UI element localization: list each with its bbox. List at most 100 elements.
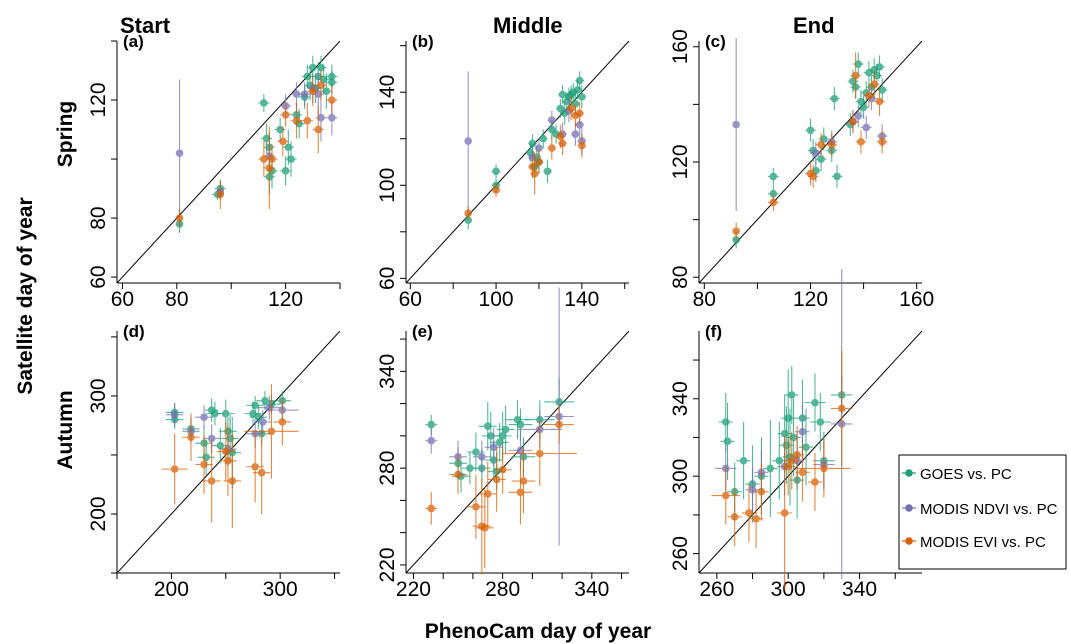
point-marker [558, 139, 567, 148]
data-point [484, 427, 503, 467]
point-marker [483, 490, 492, 498]
point-marker [752, 514, 760, 523]
y-tick-label: 260 [669, 536, 692, 571]
data-point [472, 440, 491, 473]
y-axis-label: Satellite day of year [14, 197, 37, 394]
data-point [175, 209, 184, 227]
panel-label: (c) [705, 32, 726, 51]
legend: GOES vs. PC MODIS NDVI vs. PC MODIS EVI … [898, 454, 1067, 570]
point-marker [854, 112, 863, 120]
panel-label: (b) [412, 32, 434, 51]
point-marker [268, 155, 276, 163]
data-point [855, 130, 867, 154]
data-point [464, 206, 472, 221]
point-marker [878, 86, 886, 94]
point-marker [732, 227, 740, 235]
one-to-one-group [117, 41, 340, 283]
point-marker [175, 214, 184, 222]
data-point [530, 152, 539, 195]
panel-a: 60 80 120 60 80 120 (a) [87, 32, 341, 311]
point-marker [530, 169, 539, 178]
data-point [299, 82, 311, 106]
y-tick-label: 100 [376, 168, 399, 203]
point-marker [278, 418, 287, 426]
point-marker [480, 524, 489, 532]
legend-entry-ndvi: MODIS NDVI vs. PC [902, 501, 1058, 518]
data-point [781, 437, 796, 496]
data-point [797, 439, 851, 498]
point-marker [809, 172, 817, 181]
point-marker [787, 391, 796, 399]
point-marker [875, 63, 884, 71]
series-evi [732, 52, 888, 240]
point-marker [769, 198, 778, 207]
point-marker [817, 140, 825, 149]
y-tick-label: 120 [669, 144, 692, 179]
point-marker [284, 143, 293, 152]
point-marker [857, 138, 865, 146]
data-point [829, 87, 840, 111]
point-marker [492, 186, 500, 194]
point-marker [216, 441, 225, 450]
panel-d: 200 300 200 300 (d) [87, 322, 340, 601]
data-point [745, 466, 760, 513]
legend-label: GOES vs. PC [920, 466, 1012, 483]
point-marker [793, 451, 801, 459]
data-point [161, 433, 188, 505]
data-point [850, 52, 861, 99]
data-point [736, 421, 751, 500]
series-evi [425, 405, 577, 575]
point-marker [730, 513, 739, 521]
x-tick-label: 160 [899, 288, 934, 311]
one-to-one-group [699, 41, 922, 283]
data-point [182, 413, 200, 461]
point-marker [723, 437, 732, 446]
point-marker [328, 96, 336, 104]
point-marker [317, 63, 325, 72]
data-point [301, 102, 313, 139]
data-point [858, 95, 869, 119]
data-point [320, 73, 332, 109]
data-point [285, 141, 297, 177]
data-point [256, 391, 274, 411]
series-evi [161, 384, 299, 529]
point-marker [489, 443, 498, 451]
point-marker [187, 433, 195, 442]
legend-box [898, 454, 1067, 570]
point-marker [806, 126, 815, 135]
y-tick-label: 120 [87, 83, 110, 118]
point-marker [501, 425, 510, 434]
point-marker [575, 109, 584, 117]
series-goes [425, 377, 574, 493]
point-marker [830, 94, 839, 103]
y-tick-label: 140 [376, 75, 399, 110]
data-point [491, 164, 501, 179]
data-point [741, 483, 757, 543]
point-marker [548, 116, 556, 124]
data-point [558, 85, 567, 104]
point-marker [784, 414, 792, 422]
point-marker [857, 97, 865, 106]
point-marker [483, 422, 492, 430]
point-marker [317, 113, 325, 122]
point-marker [536, 449, 544, 458]
point-marker [216, 190, 225, 199]
data-point [784, 365, 799, 424]
y-tick-label: 300 [87, 378, 110, 413]
point-marker [464, 209, 472, 217]
data-point [852, 104, 864, 128]
point-marker [567, 104, 575, 113]
point-marker [748, 485, 757, 494]
point-marker [548, 144, 556, 152]
data-point [165, 403, 184, 427]
panel-e: 220 280 340 220 280 340 (e) [376, 287, 629, 601]
data-point [727, 487, 742, 546]
legend-entry-goes: GOES vs. PC [902, 466, 1012, 483]
x-tick-label: 80 [693, 288, 716, 311]
data-point [860, 115, 872, 139]
x-tick-label: 100 [479, 288, 514, 311]
point-marker [851, 71, 860, 80]
y-tick-label: 80 [669, 266, 692, 289]
point-marker [516, 446, 525, 455]
